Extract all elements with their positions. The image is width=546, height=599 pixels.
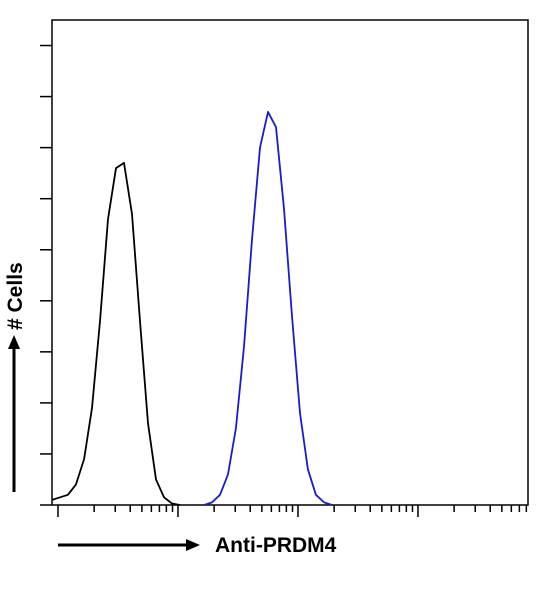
y-axis-label: # Cells — [4, 262, 27, 330]
plot-frame — [51, 19, 529, 506]
histogram-line — [51, 162, 181, 506]
histogram-line — [203, 111, 333, 506]
x-arrow-head — [186, 539, 200, 551]
x-axis-label: Anti-PRDM4 — [215, 534, 337, 557]
y-arrow-head — [8, 335, 20, 349]
